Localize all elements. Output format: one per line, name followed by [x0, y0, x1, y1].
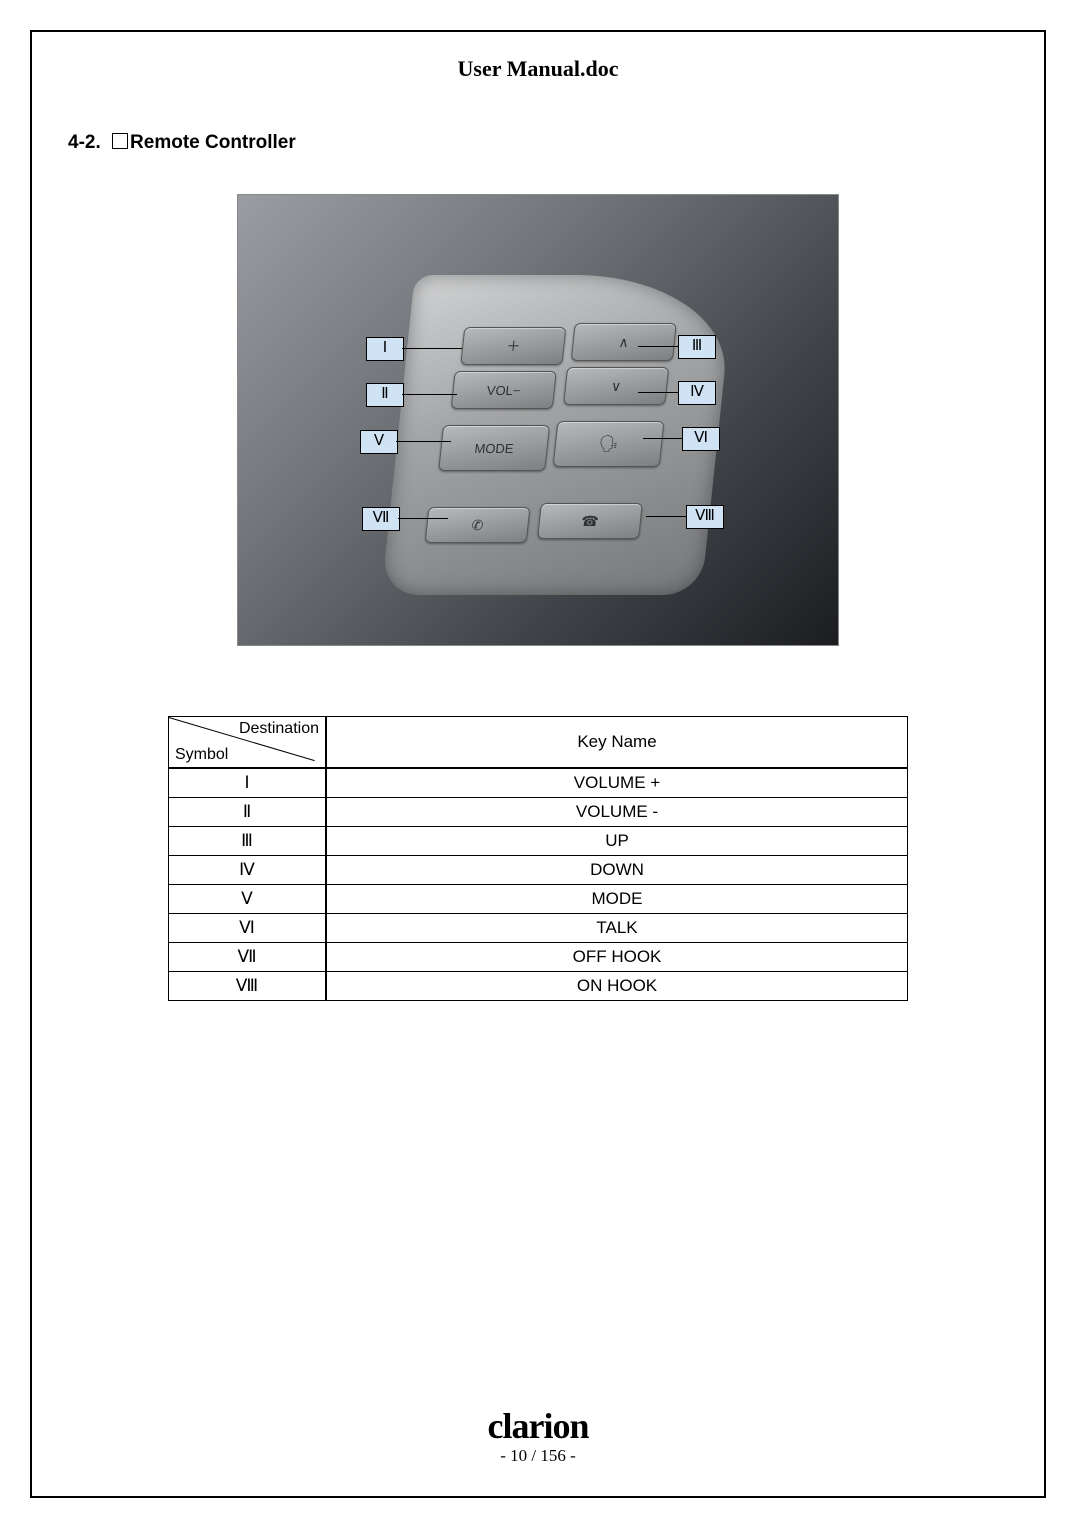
cell-symbol: Ⅳ [169, 856, 327, 885]
callout-6: Ⅵ [682, 427, 720, 451]
table-row: Ⅳ DOWN [169, 856, 908, 885]
cell-keyname: TALK [326, 914, 908, 943]
lead-8 [646, 516, 686, 517]
page-number: - 10 / 156 - [32, 1446, 1044, 1466]
brand-logo: clarion [32, 1408, 1044, 1444]
header-symbol-destination: Destination Symbol [169, 717, 327, 769]
cell-symbol: Ⅰ [169, 768, 327, 798]
table-row: Ⅶ OFF HOOK [169, 943, 908, 972]
remote-controller-photo: ＋ ∧ VOL− ∨ MODE 🗣 ✆ ☎ Ⅰ Ⅱ Ⅲ Ⅳ Ⅴ [237, 194, 839, 646]
cell-symbol: Ⅴ [169, 885, 327, 914]
callout-1: Ⅰ [366, 337, 404, 361]
vol-minus-button: VOL− [451, 371, 557, 409]
cell-symbol: Ⅱ [169, 798, 327, 827]
off-hook-button: ✆ [425, 507, 531, 543]
document-title: User Manual.doc [68, 56, 1008, 82]
page-total: 156 [540, 1446, 566, 1465]
callout-7: Ⅶ [362, 507, 400, 531]
lead-2 [402, 394, 457, 395]
table-row: Ⅲ UP [169, 827, 908, 856]
table-row: Ⅱ VOLUME - [169, 798, 908, 827]
lead-3 [638, 346, 678, 347]
table-row: Ⅵ TALK [169, 914, 908, 943]
cell-keyname: MODE [326, 885, 908, 914]
cell-symbol: Ⅵ [169, 914, 327, 943]
lead-7 [398, 518, 448, 519]
cell-keyname: ON HOOK [326, 972, 908, 1001]
cell-keyname: VOLUME - [326, 798, 908, 827]
lead-5 [396, 441, 451, 442]
table-header-row: Destination Symbol Key Name [169, 717, 908, 769]
cell-symbol: Ⅷ [169, 972, 327, 1001]
lead-4 [638, 392, 678, 393]
callout-4: Ⅳ [678, 381, 716, 405]
key-name-table: Destination Symbol Key Name Ⅰ VOLUME + Ⅱ… [168, 716, 908, 1001]
checkbox-icon [112, 133, 128, 149]
lead-6 [643, 438, 683, 439]
on-hook-button: ☎ [537, 503, 643, 539]
section-title: Remote Controller [130, 132, 296, 153]
cell-symbol: Ⅶ [169, 943, 327, 972]
callout-8: Ⅷ [686, 505, 724, 529]
header-symbol: Symbol [175, 746, 228, 764]
talk-button: 🗣 [553, 421, 665, 467]
table-row: Ⅷ ON HOOK [169, 972, 908, 1001]
page-current: 10 [510, 1446, 527, 1465]
mode-button: MODE [438, 425, 550, 471]
down-button: ∨ [563, 367, 669, 405]
section-number: 4-2. [68, 132, 101, 154]
page: User Manual.doc 4-2. Remote Controller ＋… [0, 0, 1080, 1528]
cell-symbol: Ⅲ [169, 827, 327, 856]
footer: clarion - 10 / 156 - [32, 1408, 1044, 1466]
callout-3: Ⅲ [678, 335, 716, 359]
cell-keyname: UP [326, 827, 908, 856]
page-dash-left: - [500, 1446, 510, 1465]
header-keyname: Key Name [326, 717, 908, 769]
table-row: Ⅰ VOLUME + [169, 768, 908, 798]
cell-keyname: DOWN [326, 856, 908, 885]
callout-5: Ⅴ [360, 430, 398, 454]
callout-2: Ⅱ [366, 383, 404, 407]
cell-keyname: VOLUME + [326, 768, 908, 798]
table-row: Ⅴ MODE [169, 885, 908, 914]
header-destination: Destination [239, 720, 319, 738]
up-button: ∧ [571, 323, 677, 361]
lead-1 [402, 348, 462, 349]
vol-plus-button: ＋ [460, 327, 566, 365]
page-border: User Manual.doc 4-2. Remote Controller ＋… [30, 30, 1046, 1498]
section-heading: 4-2. Remote Controller [68, 132, 1008, 154]
page-dash-right: - [566, 1446, 576, 1465]
page-sep: / [527, 1446, 540, 1465]
cell-keyname: OFF HOOK [326, 943, 908, 972]
